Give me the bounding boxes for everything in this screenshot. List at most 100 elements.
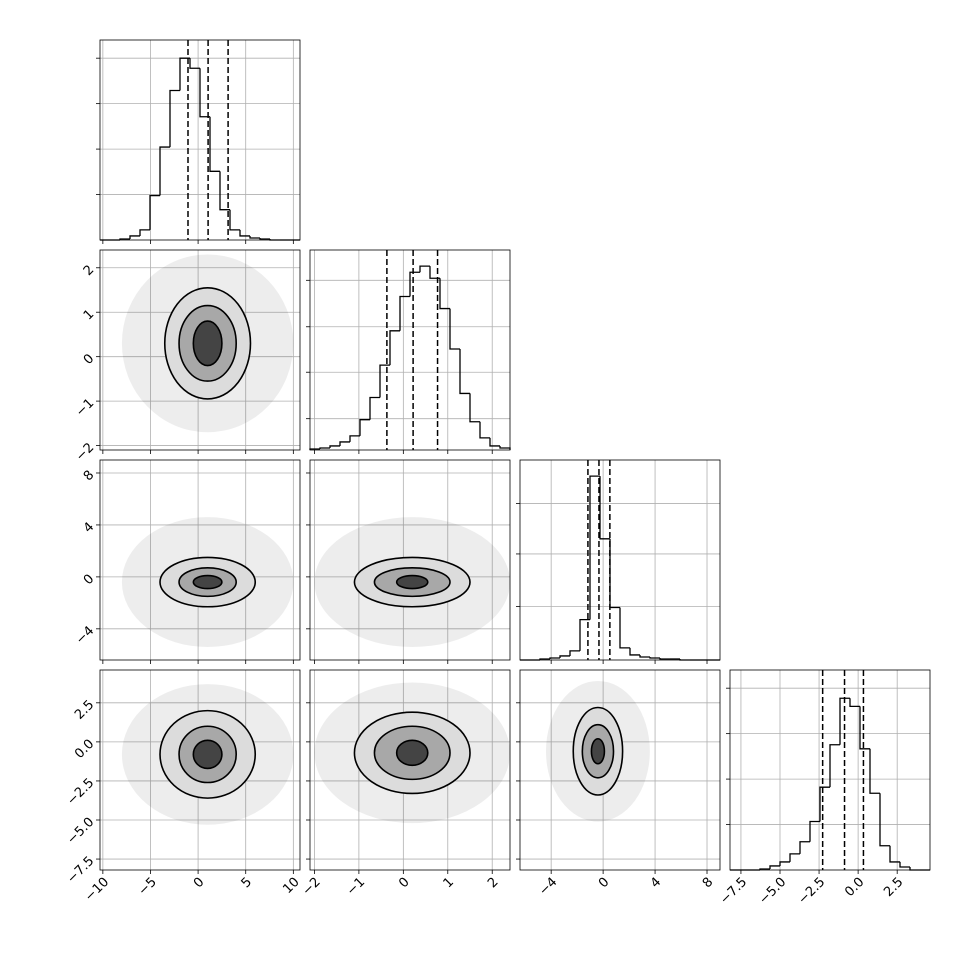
hist-bin xyxy=(439,278,450,310)
hist-bin xyxy=(619,607,630,649)
panel-frame xyxy=(99,249,301,451)
y-tick-label: −1 xyxy=(73,396,97,420)
hist-bin xyxy=(199,68,210,118)
x-tick-label: −10 xyxy=(82,875,112,905)
panel-frame xyxy=(729,669,931,871)
hist-bin xyxy=(429,266,440,279)
hist-bin xyxy=(129,235,140,239)
y-tick-label: 0.0 xyxy=(72,737,97,762)
y-tick-label: 4 xyxy=(81,520,97,536)
hist-bin xyxy=(479,421,490,439)
x-tick-label: −5.0 xyxy=(756,875,789,908)
hist-bin xyxy=(239,229,250,237)
x-tick-label: −5 xyxy=(136,875,160,899)
contour xyxy=(192,320,223,367)
panel-frame xyxy=(99,669,301,871)
hist-bin xyxy=(789,853,800,862)
y-tick-label: −2.5 xyxy=(64,776,97,809)
hist-bin xyxy=(559,655,570,658)
x-tick-label: −7.5 xyxy=(717,875,750,908)
hist-bin xyxy=(219,171,230,211)
hist-bin xyxy=(319,447,330,449)
x-tick-label: 5 xyxy=(239,875,255,891)
hist-bin xyxy=(229,209,240,231)
x-tick-label: 0.0 xyxy=(842,875,867,900)
panel-frame xyxy=(519,669,721,871)
contour xyxy=(395,574,429,590)
hist-bin xyxy=(149,194,160,230)
hist-bin xyxy=(409,271,420,297)
y-tick-label: 2.5 xyxy=(72,698,97,723)
hist-bin xyxy=(599,476,610,540)
hist-bin xyxy=(419,265,430,273)
hist-bin xyxy=(849,698,860,708)
y-tick-label: −2 xyxy=(73,440,97,464)
hist-bin xyxy=(649,656,660,659)
panel-frame xyxy=(99,459,301,661)
hist-bin xyxy=(399,295,410,331)
panel-frame xyxy=(309,459,511,661)
contour xyxy=(192,739,223,770)
hist-bin xyxy=(369,396,380,420)
hist-bin xyxy=(869,748,880,794)
x-tick-label: 0 xyxy=(396,875,412,891)
hist-bin xyxy=(639,654,650,658)
hist-bin xyxy=(819,786,830,822)
y-tick-label: 0 xyxy=(81,572,97,588)
hist-bin xyxy=(359,419,370,436)
panel-frame xyxy=(519,459,721,661)
x-tick-label: 4 xyxy=(648,875,664,891)
hist-bin xyxy=(209,116,220,172)
x-tick-label: −1 xyxy=(344,875,368,899)
x-tick-label: 2 xyxy=(485,875,501,891)
hist-bin xyxy=(469,393,480,423)
hist-bin xyxy=(889,845,900,863)
hist-bin xyxy=(629,647,640,656)
panel-frame xyxy=(309,249,511,451)
hist-bin xyxy=(839,697,850,745)
panel-frame xyxy=(309,669,511,871)
hist-bin xyxy=(769,865,780,869)
hist-bin xyxy=(899,861,910,868)
hist-bin xyxy=(159,146,170,196)
hist-bin xyxy=(569,650,580,656)
x-tick-label: 0 xyxy=(596,875,612,891)
contour xyxy=(590,737,606,765)
hist-bin xyxy=(589,475,600,620)
hist-bin xyxy=(189,58,200,69)
y-tick-label: 0 xyxy=(81,351,97,367)
x-tick-label: 0 xyxy=(191,875,207,891)
hist-bin xyxy=(179,57,190,91)
hist-bin xyxy=(349,435,360,442)
hist-bin xyxy=(859,706,870,750)
hist-bin xyxy=(829,744,840,788)
y-tick-label: 2 xyxy=(81,262,97,278)
hist-bin xyxy=(259,237,270,240)
hist-bin xyxy=(909,866,920,871)
y-tick-label: −5.0 xyxy=(64,815,97,848)
y-tick-label: 1 xyxy=(81,307,97,323)
hist-bin xyxy=(779,861,790,866)
y-tick-label: −4 xyxy=(73,624,97,648)
hist-bin xyxy=(169,89,180,148)
y-tick-label: 8 xyxy=(81,468,97,484)
hist-bin xyxy=(329,445,340,448)
hist-bin xyxy=(489,437,500,447)
x-tick-label: −2 xyxy=(300,875,324,899)
x-tick-label: −2.5 xyxy=(795,875,828,908)
x-tick-label: 10 xyxy=(280,875,302,897)
contour xyxy=(395,739,429,767)
hist-bin xyxy=(659,657,670,660)
x-tick-label: 1 xyxy=(441,875,457,891)
hist-bin xyxy=(379,364,390,398)
x-tick-label: −4 xyxy=(536,875,560,899)
y-tick-label: −7.5 xyxy=(64,854,97,887)
hist-bin xyxy=(139,229,150,236)
hist-bin xyxy=(459,348,470,395)
hist-bin xyxy=(809,820,820,842)
hist-bin xyxy=(579,618,590,651)
hist-bin xyxy=(799,841,810,854)
contour xyxy=(192,574,223,590)
